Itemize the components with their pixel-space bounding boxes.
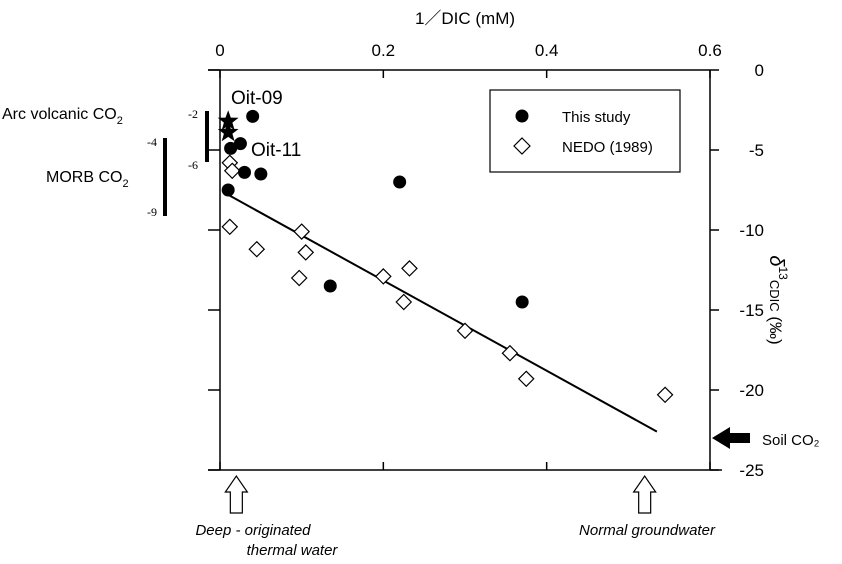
endmember-arrow [632,474,657,514]
x-tick-label: 0 [215,41,224,60]
legend-this-study-marker [515,109,529,123]
left-minor-ticks [208,69,220,471]
soil-co2-marker: Soil CO₂ [712,427,820,449]
y-tick-label: -10 [739,221,764,240]
y-tick-label: -5 [749,141,764,160]
nedo-point [374,268,392,285]
this-study-point [393,175,407,189]
this-study-point [233,137,247,151]
arc-volcanic-label: Arc volcanic CO2 [2,106,123,127]
nedo-point [297,244,315,261]
arc-volcanic-tick-bottom: -6 [188,158,198,172]
endmember-arrows [224,474,657,514]
nedo-point [293,223,311,240]
y-tick-label: -15 [739,301,764,320]
nedo-point [456,322,474,340]
y-ticks: 0 -5 -10 -15 -20 -25 [710,61,764,480]
endmember-deep-line2: thermal water [247,542,339,559]
soil-co2-label: Soil CO₂ [762,432,820,449]
endmember-arrow [224,474,249,514]
nedo-point [223,162,241,180]
y-tick-label: -20 [739,381,764,400]
legend-nedo-label: NEDO (1989) [562,139,653,156]
x-axis-title: 1／DIC (mM) [415,9,515,28]
this-study-point [224,141,238,155]
arc-volcanic-range: -2 -6 Arc volcanic CO2 [2,106,209,172]
this-study-point [323,279,337,293]
y-tick-label: -25 [739,461,764,480]
star-markers [217,110,239,142]
nedo-point [290,269,308,287]
nedo-point [248,240,266,258]
morb-tick-bottom: -9 [147,205,157,219]
star-label-oit11: Oit-11 [251,140,301,161]
axes [208,69,722,471]
legend-box [489,89,681,173]
nedo-point [401,260,418,277]
this-study-series [221,109,529,309]
morb-label: MORB CO2 [46,169,129,190]
y-tick-label: 0 [755,61,764,80]
legend: This study NEDO (1989) [489,89,681,173]
this-study-point [515,295,529,309]
arc-volcanic-tick-top: -2 [188,107,198,121]
legend-nedo-marker [513,137,531,155]
x-tick-label: 0.4 [535,41,559,60]
nedo-point [656,386,674,404]
this-study-point [246,109,260,123]
regression-line [227,193,658,433]
endmember-normal-line1: Normal groundwater [579,522,716,539]
soil-co2-arrow [712,427,750,449]
morb-range: -4 -9 MORB CO2 [46,135,167,219]
this-study-point [254,167,268,181]
star-marker [217,121,239,142]
nedo-point [221,218,239,236]
morb-tick-top: -4 [147,135,157,149]
nedo-point [517,370,535,388]
x-tick-label: 0.2 [372,41,396,60]
nedo-series [221,154,674,404]
x-tick-label: 0.6 [698,41,722,60]
y-axis-title: δ13CDIC (‰) [765,255,790,344]
star-marker [217,110,239,131]
legend-this-study-label: This study [562,109,631,126]
star-label-oit09: Oit-09 [231,88,283,109]
nedo-point [501,344,519,362]
nedo-point [395,293,413,311]
this-study-point [221,183,235,197]
this-study-point [238,165,251,179]
x-ticks: 0 0.2 0.4 0.6 [215,41,722,470]
endmember-deep-line1: Deep - originated [195,522,311,539]
